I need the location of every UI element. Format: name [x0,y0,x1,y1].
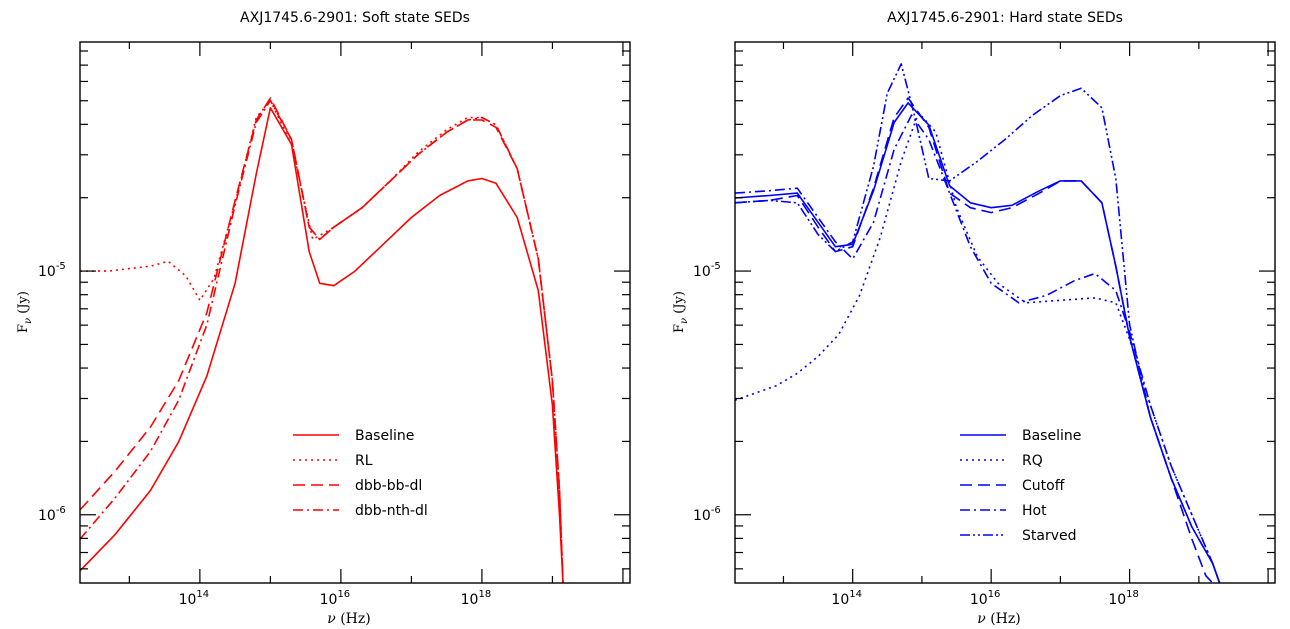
x-tick-label: 1014 [179,589,210,608]
legend-label: dbb-bb-dl [355,478,422,494]
series-line-starved [735,63,1221,583]
panel-2: AXJ1745.6-2901: Hard state SEDs 1014 1016 1… [672,10,1276,627]
series-line-baseline [735,102,1221,583]
x-tick-label: 1016 [320,589,351,608]
chart-title: AXJ1745.6-2901: Soft state SEDs [240,10,470,26]
legend-label: RQ [1022,453,1043,469]
legend-label: Baseline [1022,428,1081,444]
legend-label: dbb-nth-dl [355,503,428,519]
series-group [735,63,1221,583]
series-line-baseline [80,107,564,583]
legend: Baseline RL dbb-bb-dl dbb-nth-dl [293,428,428,519]
legend-label: Baseline [355,428,414,444]
y-axis-label: Fν (Jy) [16,291,34,333]
series-line-rq [735,111,1221,583]
x-tick-label: 1016 [970,589,1001,608]
legend: Baseline RQ Cutoff Hot Starved [960,428,1081,544]
x-tick-label: 1018 [461,589,492,608]
y-tick-label: 10-6 [693,505,721,524]
series-group [80,97,564,583]
panel-1: AXJ1745.6-2901: Soft state SEDs 1014 1016 1… [16,10,631,627]
series-line-dbb-bb-dl [80,97,564,583]
y-tick-label: 10-6 [38,505,66,524]
y-tick-label: 10-5 [38,261,66,280]
series-line-cutoff [735,97,1214,583]
legend-label: Cutoff [1022,478,1065,494]
plot-frame [79,41,631,584]
y-tick-label: 10-5 [693,261,721,280]
y-axis-label: Fν (Jy) [672,291,690,333]
x-tick-label: 1018 [1108,589,1139,608]
series-line-hot [735,114,1221,583]
x-tick-label: 1014 [831,589,862,608]
legend-label: Starved [1022,528,1077,544]
chart-title: AXJ1745.6-2901: Hard state SEDs [887,10,1123,26]
legend-label: Hot [1022,503,1047,519]
x-axis-label: ν (Hz) [977,611,1020,627]
x-axis-label: ν (Hz) [327,611,370,627]
legend-label: RL [355,453,373,469]
series-line-dbb-nth-dl [80,99,564,583]
plot-frame [734,41,1276,584]
